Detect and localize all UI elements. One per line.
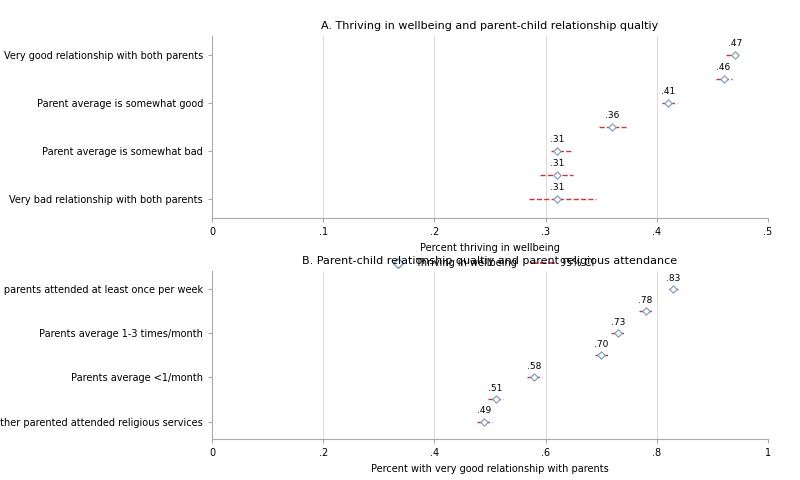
- Text: .73: .73: [610, 318, 625, 327]
- Text: .47: .47: [727, 39, 742, 48]
- Text: .31: .31: [550, 159, 564, 168]
- Text: .51: .51: [488, 384, 502, 393]
- Legend: Thriving in wellbeing, 95% CI: Thriving in wellbeing, 95% CI: [382, 254, 598, 272]
- Title: B. Parent-child relationship qualtiy and parent religious attendance: B. Parent-child relationship qualtiy and…: [302, 256, 678, 266]
- Point: [550, 195, 563, 203]
- Text: .83: .83: [666, 274, 681, 283]
- Title: A. Thriving in wellbeing and parent-child relationship qualtiy: A. Thriving in wellbeing and parent-chil…: [322, 21, 658, 31]
- Point: [550, 171, 563, 179]
- Text: .41: .41: [661, 87, 675, 96]
- Point: [667, 285, 680, 293]
- Text: .46: .46: [716, 63, 730, 72]
- Point: [717, 75, 730, 83]
- Point: [606, 123, 618, 131]
- Point: [728, 51, 741, 59]
- X-axis label: Percent with very good relationship with parents: Percent with very good relationship with…: [371, 464, 609, 474]
- Text: .70: .70: [594, 340, 608, 349]
- Point: [550, 147, 563, 155]
- Point: [595, 351, 608, 359]
- Point: [478, 418, 491, 425]
- X-axis label: Percent thriving in wellbeing: Percent thriving in wellbeing: [420, 243, 560, 253]
- Text: .31: .31: [550, 183, 564, 192]
- Point: [662, 99, 674, 107]
- Text: .78: .78: [638, 296, 653, 305]
- Point: [489, 396, 502, 403]
- Text: .58: .58: [527, 362, 542, 371]
- Text: .31: .31: [550, 135, 564, 144]
- Text: .49: .49: [478, 407, 491, 415]
- Point: [528, 373, 541, 381]
- Point: [611, 329, 624, 337]
- Point: [639, 307, 652, 315]
- Text: .36: .36: [605, 111, 619, 120]
